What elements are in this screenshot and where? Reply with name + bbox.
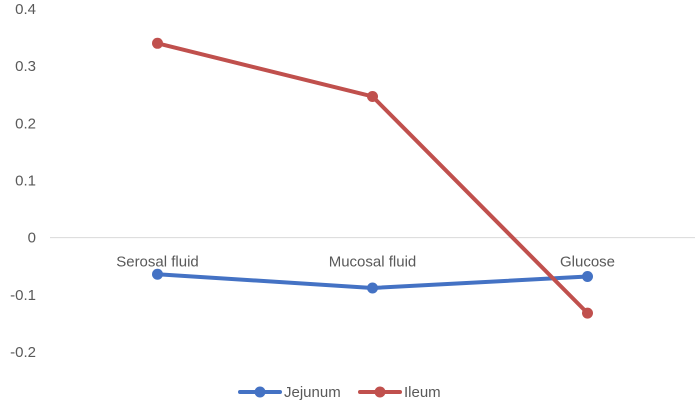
y-tick-label: 0 — [28, 230, 36, 247]
legend-label: Jejunum — [284, 384, 341, 401]
legend: Jejunum Ileum — [238, 384, 441, 401]
legend-item: Ileum — [358, 384, 441, 401]
legend-swatch-marker — [374, 386, 386, 398]
x-category-label: Glucose — [560, 254, 615, 271]
y-axis: 0.4 0.3 0.2 0.1 0 -0.1 -0.2 — [10, 1, 36, 361]
y-tick-label: 0.4 — [15, 1, 36, 18]
data-point — [582, 271, 593, 283]
y-tick-label: -0.2 — [10, 344, 36, 361]
data-point — [152, 37, 163, 49]
x-axis-categories: Serosal fluid Mucosal fluid Glucose — [116, 254, 615, 271]
series-line — [155, 41, 590, 316]
series-jejunum — [152, 268, 593, 294]
series-ileum — [152, 37, 593, 319]
data-point — [582, 307, 593, 319]
y-tick-label: 0.2 — [15, 115, 36, 132]
y-tick-label: -0.1 — [10, 287, 36, 304]
data-point — [367, 90, 378, 102]
y-tick-label: 0.1 — [15, 173, 36, 190]
data-point — [367, 282, 378, 294]
legend-swatch-marker — [254, 386, 266, 398]
series-layer — [152, 37, 593, 319]
x-category-label: Serosal fluid — [116, 254, 199, 271]
data-point — [152, 268, 163, 280]
x-category-label: Mucosal fluid — [329, 254, 417, 271]
y-tick-label: 0.3 — [15, 58, 36, 75]
legend-item: Jejunum — [238, 384, 341, 401]
legend-label: Ileum — [404, 384, 441, 401]
